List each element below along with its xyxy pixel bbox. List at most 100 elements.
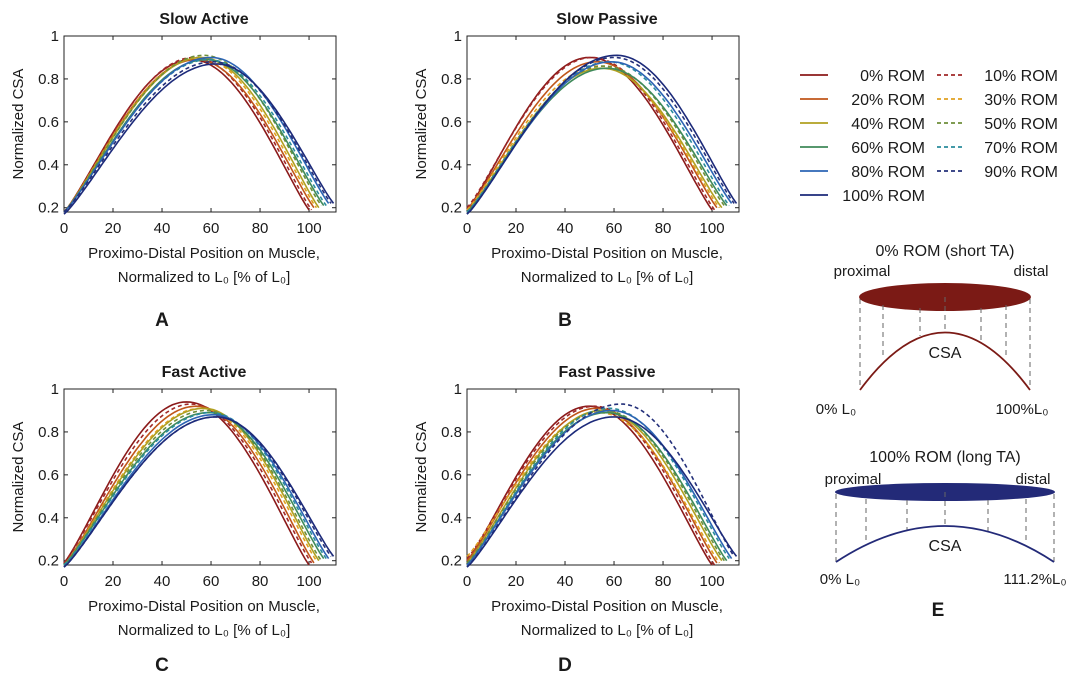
legend-label: 10% ROM <box>984 68 1058 85</box>
series-line-50rom <box>63 409 322 566</box>
series-line-80rom <box>466 409 733 566</box>
y-tick-label: 0.2 <box>441 553 462 570</box>
series-line-0rom <box>63 401 310 566</box>
x-tick-label: 40 <box>557 573 574 590</box>
series-line-60rom <box>466 67 728 213</box>
x-tick-label: 100 <box>297 220 322 237</box>
x-axis-label-line2: Normalized to L₀ [% of L₀] <box>521 622 694 639</box>
x-tick-label: 20 <box>508 573 525 590</box>
chart-title: Slow Active <box>159 11 248 28</box>
x-tick-label: 20 <box>105 220 122 237</box>
x-tick-label: 100 <box>297 573 322 590</box>
series-line-0rom <box>466 56 713 211</box>
y-tick-label: 0.6 <box>441 467 462 484</box>
schematic-short-proximal-label: proximal <box>834 263 891 280</box>
chart-title: Fast Passive <box>559 364 656 381</box>
chart-panel-c: Fast Active 0.2 0.4 0.6 0.8 1 0 20 40 60 80 100 Norm… <box>10 364 337 639</box>
chart-title: Slow Passive <box>556 11 657 28</box>
x-tick-label: 60 <box>203 573 220 590</box>
y-tick-label: 0.4 <box>38 510 59 527</box>
schematic-long-right-label: 111.2%L₀ <box>1003 571 1066 588</box>
schematic-long-proximal-label: proximal <box>825 471 882 488</box>
x-axis-label-line2: Normalized to L₀ [% of L₀] <box>118 269 291 286</box>
series-line-100rom <box>466 416 738 568</box>
panel-letter-a: A <box>155 310 169 331</box>
x-tick-label: 40 <box>557 220 574 237</box>
y-tick-label: 0.6 <box>38 467 59 484</box>
legend-label: 60% ROM <box>851 140 925 157</box>
legend: 0% ROM 10% ROM 20% ROM 30% ROM 40% ROM 50% RO… <box>800 68 1058 205</box>
x-tick-label: 0 <box>463 573 471 590</box>
chart-title: Fast Active <box>162 364 247 381</box>
x-tick-label: 40 <box>154 220 171 237</box>
schematic-short-distal-label: distal <box>1013 263 1048 280</box>
panel-letter-c: C <box>155 655 169 676</box>
series-line-80rom <box>63 413 330 568</box>
schematic-long-ta: 100% ROM (long TA) proximal distal CSA 0… <box>820 449 1067 588</box>
series-line-20rom <box>466 407 718 564</box>
y-tick-label: 0.4 <box>441 157 462 174</box>
legend-label: 70% ROM <box>984 140 1058 157</box>
schematic-short-title: 0% ROM (short TA) <box>876 243 1015 260</box>
chart-panel-a: Slow Active 0.2 0.4 0.6 0.8 1 0 20 40 60 80 100 Norm… <box>10 11 337 286</box>
schematic-long-distal-label: distal <box>1015 471 1050 488</box>
series-line-60rom <box>466 411 728 566</box>
x-tick-label: 20 <box>105 573 122 590</box>
y-tick-label: 0.6 <box>38 114 59 131</box>
series-line-20rom <box>466 60 718 211</box>
series-line-100rom <box>63 416 335 568</box>
x-tick-label: 60 <box>606 573 623 590</box>
series-line-40rom <box>63 407 320 566</box>
y-tick-label: 0.2 <box>441 200 462 217</box>
schematic-short-left-label: 0% L₀ <box>816 401 856 418</box>
legend-label: 40% ROM <box>851 116 925 133</box>
x-axis-label-line2: Normalized to L₀ [% of L₀] <box>521 269 694 286</box>
schematic-short-csa-arc <box>859 331 1031 391</box>
series-line-80rom <box>63 56 330 213</box>
series-line-50rom <box>466 65 725 213</box>
y-tick-label: 1 <box>51 381 59 398</box>
schematic-long-csa-label: CSA <box>929 538 962 555</box>
series-line-100rom <box>63 63 335 215</box>
plot-frame <box>63 35 337 213</box>
series-line-70rom <box>466 407 730 566</box>
series-line-10rom <box>63 403 313 564</box>
series-line-10rom <box>466 56 716 211</box>
series-line-90rom <box>63 60 332 213</box>
series-line-100rom <box>466 54 738 215</box>
series-line-70rom <box>63 411 327 566</box>
panel-letter-e: E <box>932 600 945 621</box>
x-tick-label: 0 <box>463 220 471 237</box>
legend-label: 20% ROM <box>851 92 925 109</box>
x-tick-label: 20 <box>508 220 525 237</box>
x-tick-label: 100 <box>700 220 725 237</box>
plot-frame <box>466 35 740 213</box>
x-tick-label: 80 <box>252 220 269 237</box>
series-line-40rom <box>466 67 723 213</box>
x-tick-label: 80 <box>655 220 672 237</box>
series-line-70rom <box>466 60 730 213</box>
plot-frame <box>63 388 337 566</box>
series-line-40rom <box>63 56 320 213</box>
series-line-60rom <box>63 411 325 566</box>
legend-label: 100% ROM <box>842 188 925 205</box>
schematic-long-left-label: 0% L₀ <box>820 571 860 588</box>
y-tick-label: 0.8 <box>38 424 59 441</box>
y-tick-label: 0.6 <box>441 114 462 131</box>
schematic-short-right-label: 100%L₀ <box>996 401 1049 418</box>
schematic-long-title: 100% ROM (long TA) <box>869 449 1020 466</box>
series-line-70rom <box>63 58 327 213</box>
y-tick-label: 0.8 <box>441 71 462 88</box>
series-line-90rom <box>466 403 735 568</box>
series-line-50rom <box>63 54 322 213</box>
chart-panel-b: Slow Passive 0.2 0.4 0.6 0.8 1 0 20 40 60 80 100 Nor… <box>413 11 740 286</box>
y-tick-label: 0.4 <box>38 157 59 174</box>
y-tick-label: 1 <box>454 381 462 398</box>
chart-panel-d: Fast Passive 0.2 0.4 0.6 0.8 1 0 20 40 60 80 100 Nor… <box>413 364 740 639</box>
legend-label: 0% ROM <box>860 68 925 85</box>
y-axis-label: Normalized CSA <box>10 69 27 180</box>
schematic-short-dashed-lines <box>859 297 1031 388</box>
x-tick-label: 100 <box>700 573 725 590</box>
y-tick-label: 0.8 <box>38 71 59 88</box>
